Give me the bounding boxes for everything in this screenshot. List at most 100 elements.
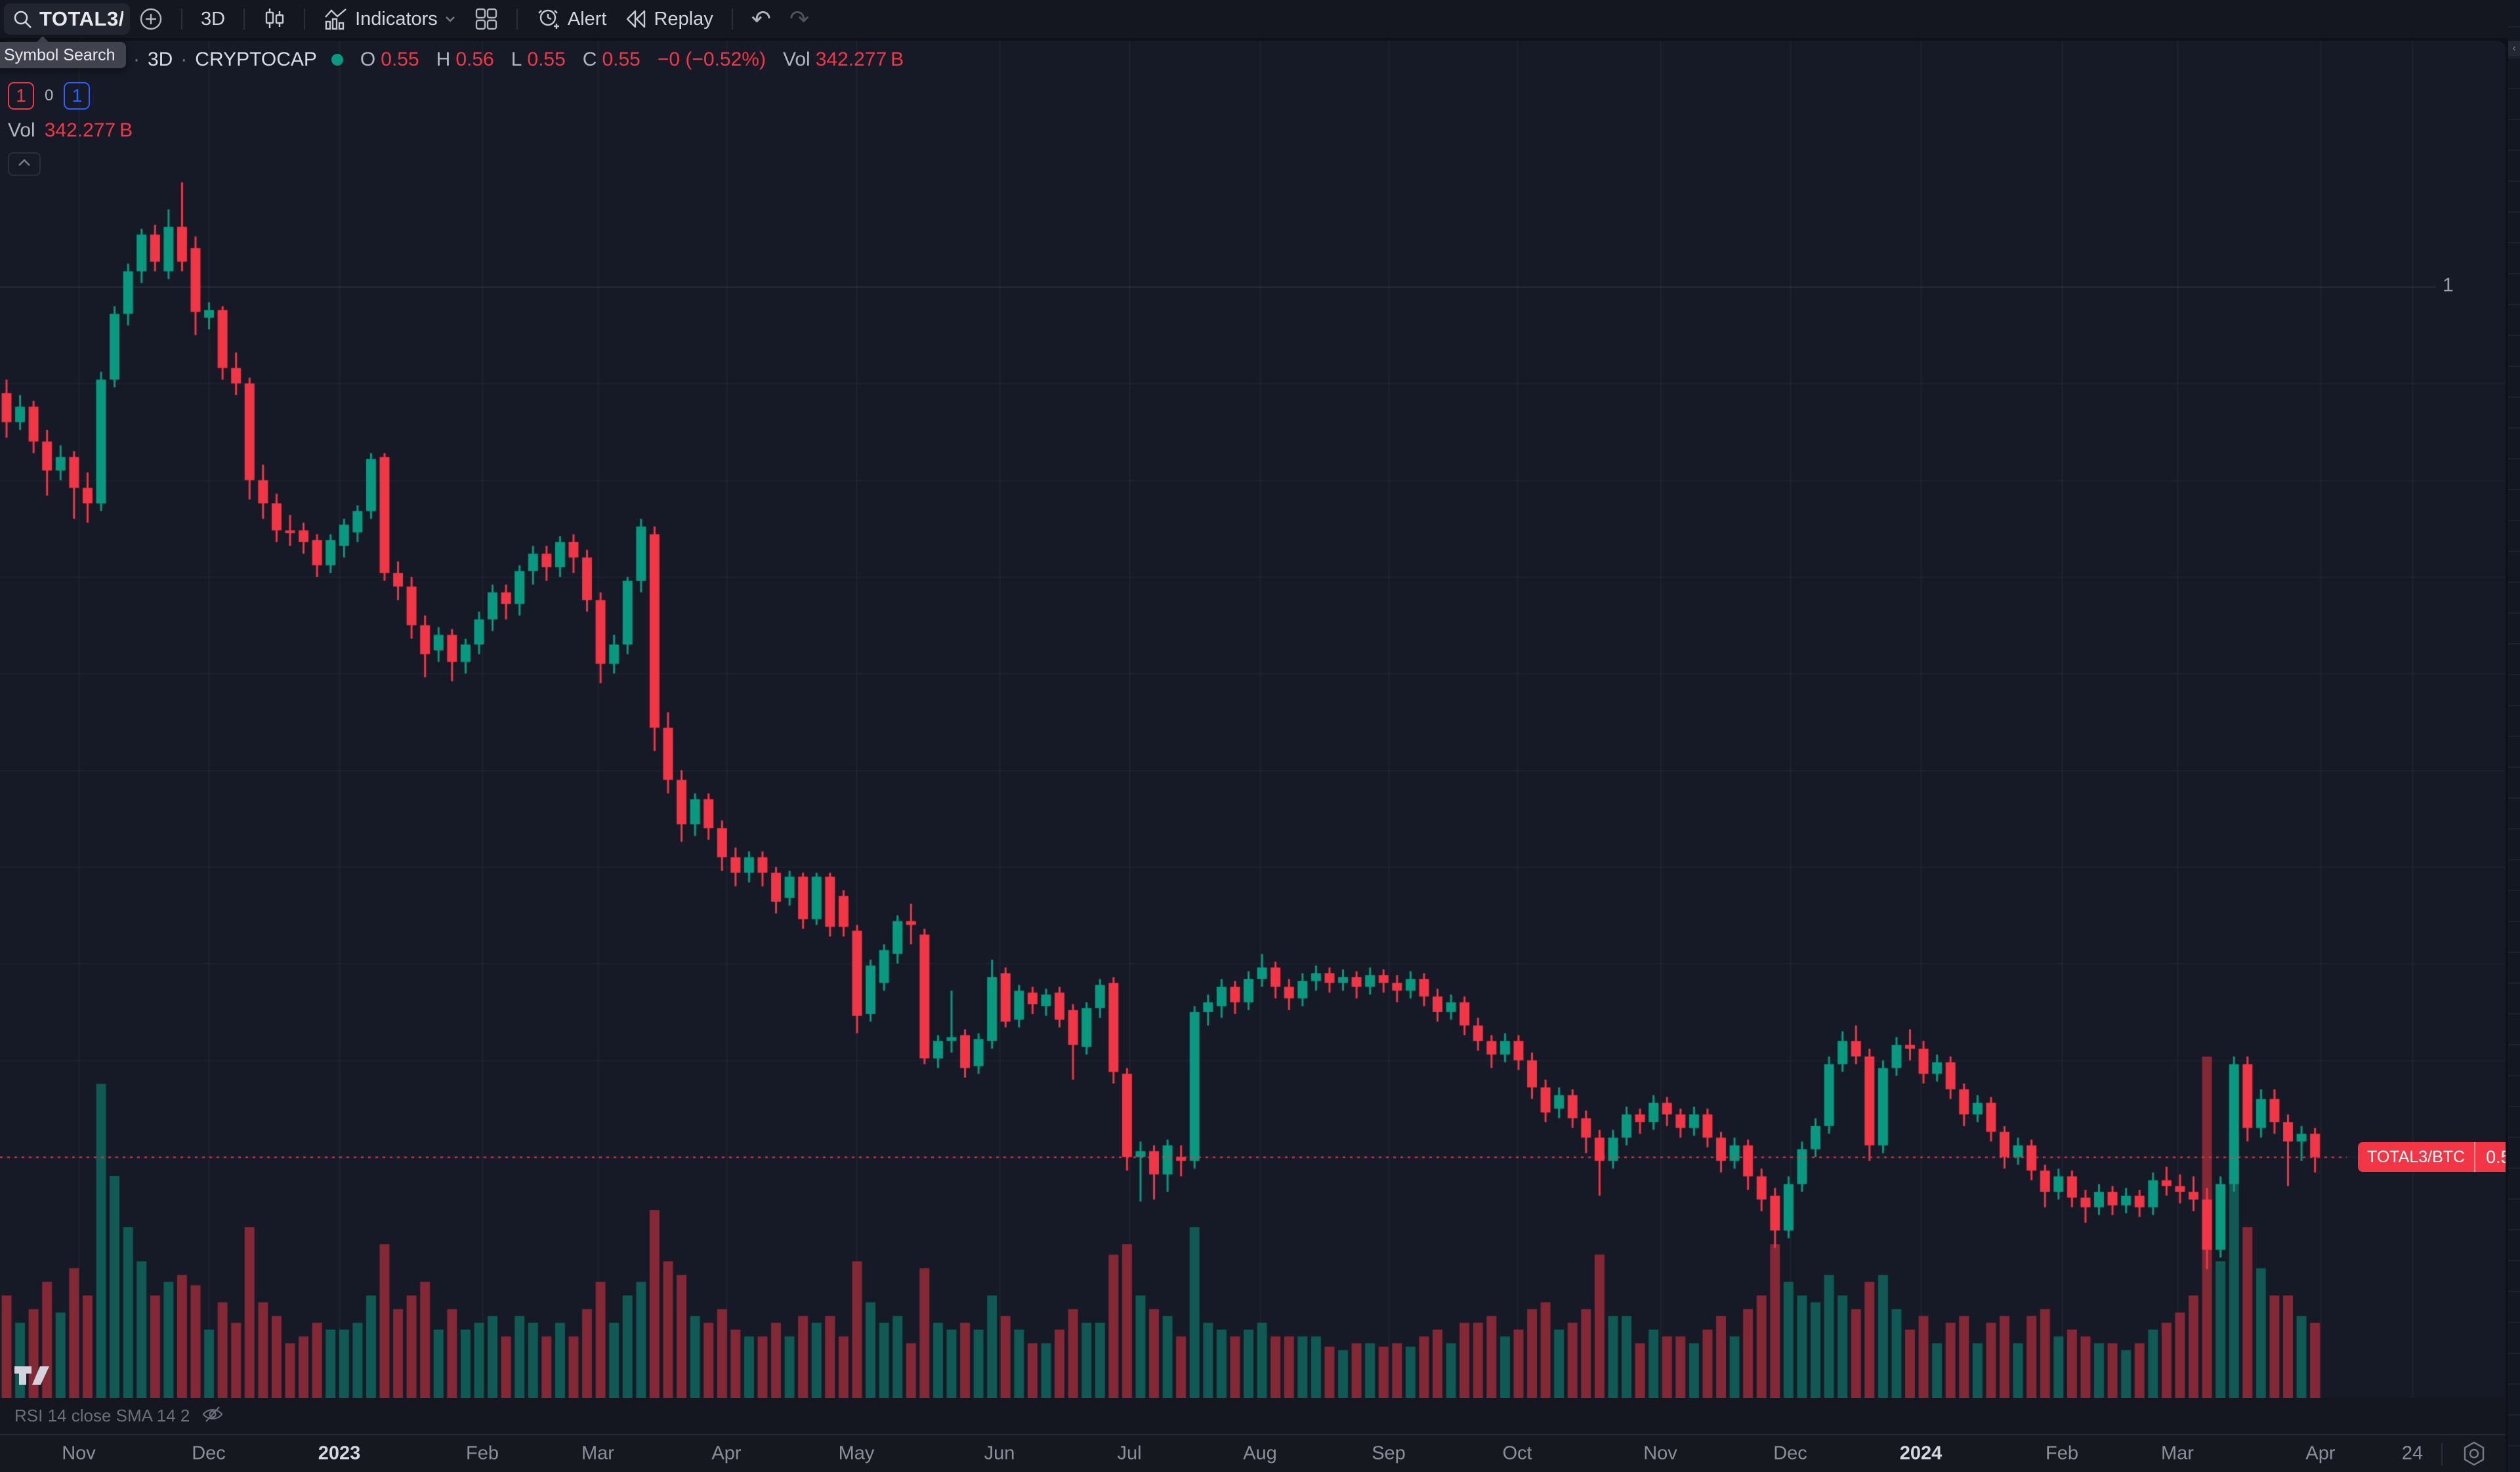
panel-row-separator [2508, 890, 2520, 891]
panel-row-separator [2508, 57, 2520, 58]
panel-row-separator [2508, 366, 2520, 367]
open-value: 0.55 [381, 49, 419, 70]
volume-label: Vol [8, 119, 35, 141]
time-axis-label: 2024 [1899, 1442, 1942, 1464]
last-price-label[interactable]: TOTAL3/BTC 0.55 [2358, 1142, 2506, 1172]
panel-row-separator [2508, 150, 2520, 151]
legend-vol-label: Vol [782, 49, 810, 70]
time-axis-label: Dec [1773, 1442, 1807, 1464]
time-axis-label: Mar [581, 1442, 614, 1464]
panel-row-separator [2508, 1106, 2520, 1107]
search-icon [12, 9, 33, 30]
candlestick-chart-canvas[interactable] [0, 41, 2506, 1398]
toolbar-separator [731, 9, 733, 30]
panel-row-separator [2508, 952, 2520, 953]
market-status-dot[interactable] [331, 54, 343, 66]
panel-row-separator [2508, 1075, 2520, 1076]
chart-style-button[interactable] [254, 3, 295, 35]
alarm-clock-plus-icon [536, 7, 561, 32]
panel-row-separator [2508, 1383, 2520, 1385]
undo-button[interactable]: ↶ [742, 3, 780, 35]
axis-separator [2441, 1443, 2443, 1465]
panel-row-separator [2508, 273, 2520, 274]
legend-main-row: TOTAL3/BTC · 3D · CRYPTOCAP O0.55 H0.56 … [8, 49, 904, 71]
panel-row-separator [2508, 1353, 2520, 1354]
panel-row-separator [2508, 1291, 2520, 1292]
indicators-label: Indicators [355, 8, 438, 30]
panel-row-separator [2508, 1137, 2520, 1138]
candles-icon [263, 7, 285, 31]
price-gridline-label: 1 [2443, 274, 2454, 296]
buy-button[interactable]: 1 [64, 82, 91, 110]
low-value: 0.55 [527, 49, 566, 70]
chevron-down-icon [444, 15, 456, 23]
time-axis-label: Apr [711, 1442, 742, 1464]
panel-row-separator [2508, 643, 2520, 644]
toolbar-separator [516, 9, 518, 30]
volume-legend-row[interactable]: Vol 342.277 B [8, 119, 904, 142]
indicators-icon [324, 7, 348, 31]
replay-rewind-icon [625, 9, 647, 30]
symbol-search-button[interactable]: TOTAL3/B [4, 3, 130, 35]
redo-button[interactable]: ↷ [780, 3, 818, 35]
panel-row-separator [2508, 304, 2520, 305]
panel-row-separator [2508, 612, 2520, 614]
legend-separator: · [133, 49, 140, 70]
panel-row-separator [2508, 1260, 2520, 1261]
interval-button[interactable]: 3D [192, 3, 234, 35]
panel-row-separator [2508, 1322, 2520, 1323]
panel-row-separator [2508, 396, 2520, 398]
panel-row-separator [2508, 1414, 2520, 1416]
time-axis-label: 2023 [318, 1442, 361, 1464]
time-axis-label: Oct [1502, 1442, 1532, 1464]
panel-row-separator [2508, 242, 2520, 243]
tooltip-text: Symbol Search [4, 45, 116, 64]
legend-vol-value: 342.277 B [815, 49, 904, 70]
rsi-pane-legend[interactable]: RSI 14 close SMA 14 2 [0, 1398, 2506, 1434]
toolbar-separator [243, 9, 245, 30]
panel-row-separator [2508, 335, 2520, 336]
chart-pane: TOTAL3/BTC · 3D · CRYPTOCAP O0.55 H0.56 … [0, 41, 2506, 1472]
toolbar-separator [181, 9, 182, 30]
symbol-value: TOTAL3/B [39, 7, 123, 30]
alert-button[interactable]: Alert [527, 3, 616, 35]
top-toolbar: TOTAL3/B 3D Indicators [0, 0, 2520, 38]
layout-grid-button[interactable] [465, 3, 507, 35]
tradingview-logo[interactable] [12, 1362, 52, 1392]
undo-icon: ↶ [751, 5, 771, 32]
time-axis-label: Apr [2305, 1442, 2336, 1464]
time-axis-label: Feb [2046, 1442, 2078, 1464]
eye-slash-icon[interactable] [201, 1403, 224, 1429]
time-axis[interactable]: Nov Dec 2023 Feb Mar Apr May Jun Jul Aug Sep Oct Nov… [0, 1434, 2506, 1472]
time-axis-label: Mar [2161, 1442, 2194, 1464]
replay-button[interactable]: Replay [616, 3, 722, 35]
right-panel-edge[interactable]: ‹ [2508, 0, 2520, 1472]
legend-interval[interactable]: 3D [147, 49, 173, 70]
panel-row-separator [2508, 797, 2520, 799]
sell-button[interactable]: 1 [8, 82, 34, 110]
panel-row-separator [2508, 859, 2520, 860]
panel-collapse-handle[interactable]: ‹ [2508, 41, 2520, 56]
open-label: O [360, 49, 376, 70]
chevron-up-icon [16, 158, 32, 171]
indicators-button[interactable]: Indicators [314, 3, 465, 35]
time-axis-label: Nov [62, 1442, 96, 1464]
close-label: C [582, 49, 597, 70]
axis-settings-icon[interactable] [2458, 1438, 2490, 1472]
high-value: 0.56 [455, 49, 494, 70]
symbol-search-tooltip: Symbol Search [0, 42, 126, 68]
panel-row-separator [2508, 767, 2520, 768]
panel-row-separator [2508, 982, 2520, 984]
panel-row-separator [2508, 1013, 2520, 1015]
chart-legend: TOTAL3/BTC · 3D · CRYPTOCAP O0.55 H0.56 … [8, 49, 904, 176]
legend-collapse-button[interactable] [8, 152, 41, 176]
compare-add-symbol-button[interactable] [130, 3, 172, 35]
panel-row-separator [2508, 427, 2520, 429]
high-label: H [436, 49, 451, 70]
panel-row-separator [2508, 26, 2520, 28]
spread-value: 0 [45, 87, 54, 104]
panel-row-separator [2508, 674, 2520, 675]
legend-exchange[interactable]: CRYPTOCAP [195, 49, 317, 70]
time-axis-label: Nov [1643, 1442, 1677, 1464]
panel-row-separator [2508, 180, 2520, 182]
